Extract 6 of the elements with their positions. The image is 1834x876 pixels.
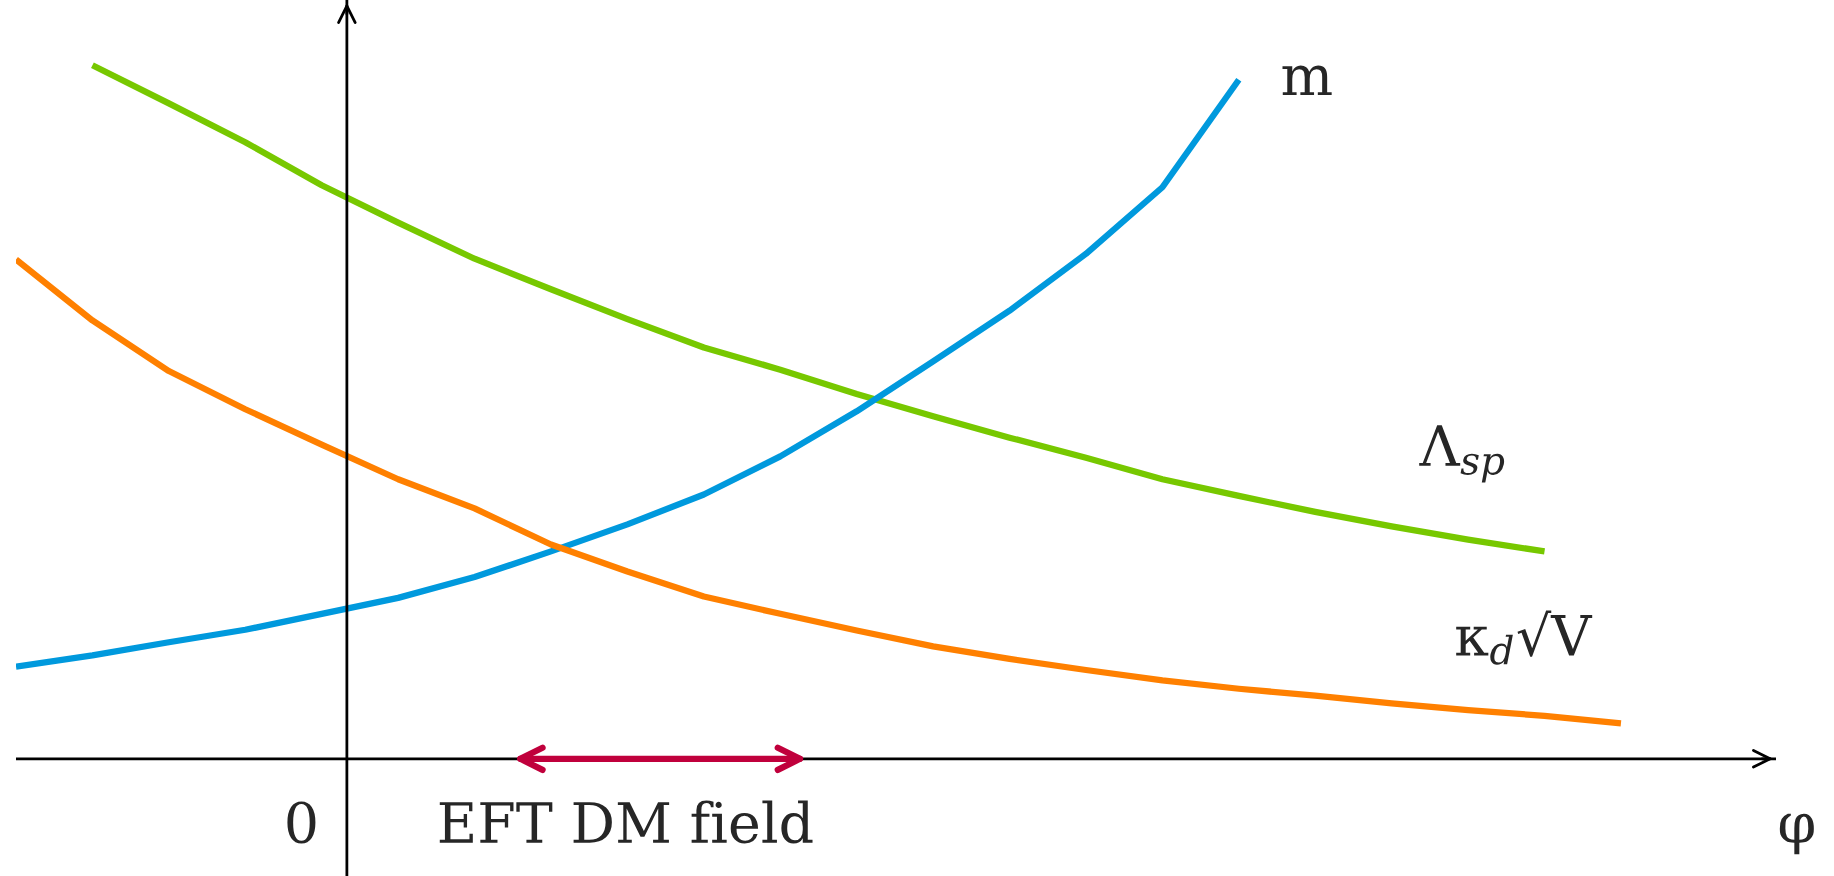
text: EFT DM field [439,800,813,844]
series-label: m [1282,65,1332,96]
series-label: Λ$_{sp}$ [1419,425,1505,483]
text: 0 [287,801,316,844]
series-label: κ$_{d}$√V [1456,610,1593,665]
x-axis-title: φ [1779,813,1814,855]
